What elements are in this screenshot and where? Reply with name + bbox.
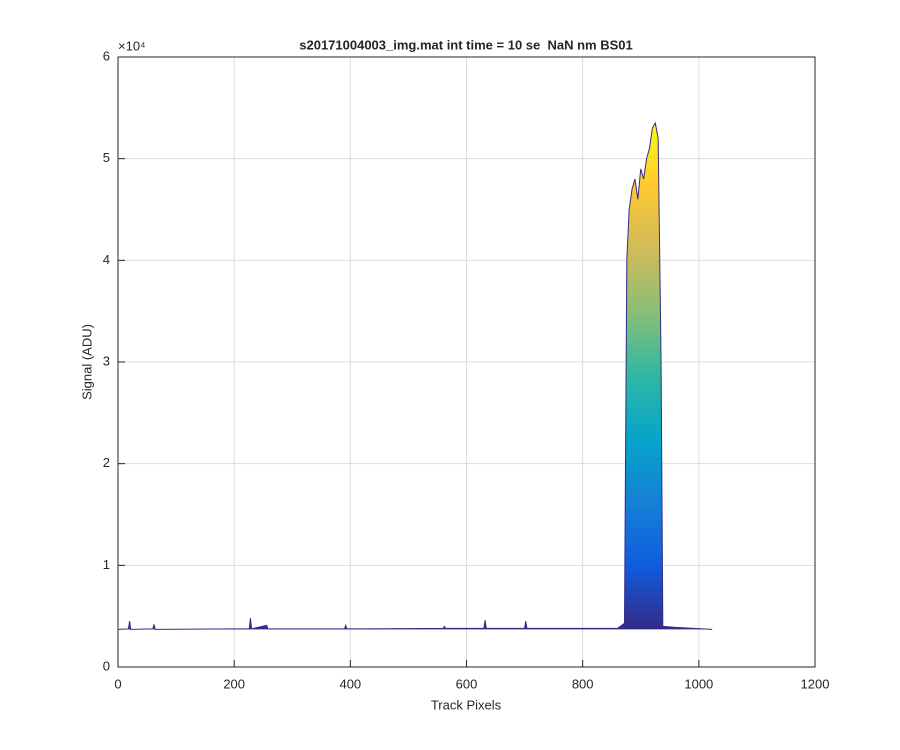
x-tick-label: 400	[339, 676, 361, 691]
x-tick-label: 1000	[684, 676, 713, 691]
y-tick-label: 4	[103, 252, 110, 267]
axes-box	[117, 56, 816, 668]
y-multiplier: ×10⁴	[118, 38, 146, 53]
x-tick-label: 600	[456, 676, 478, 691]
line	[118, 121, 713, 630]
area	[118, 123, 713, 630]
y-tick-label: 2	[103, 455, 110, 470]
x-tick-label: 1200	[801, 676, 830, 691]
x-axis-label: Track Pixels	[431, 697, 502, 712]
y-tick-label: 6	[103, 48, 110, 63]
y-tick-label: 3	[103, 353, 110, 368]
y-tick-label: 5	[103, 150, 110, 165]
x-tick-label: 200	[223, 676, 245, 691]
x-tick-label: 0	[114, 676, 121, 691]
y-tick-label: 1	[103, 557, 110, 572]
chart-title: s20171004003_img.mat int time = 10 se Na…	[299, 37, 633, 52]
y-tick-label: 0	[103, 658, 110, 673]
x-tick-label: 800	[572, 676, 594, 691]
y-axis-label: Signal (ADU)	[79, 324, 94, 400]
